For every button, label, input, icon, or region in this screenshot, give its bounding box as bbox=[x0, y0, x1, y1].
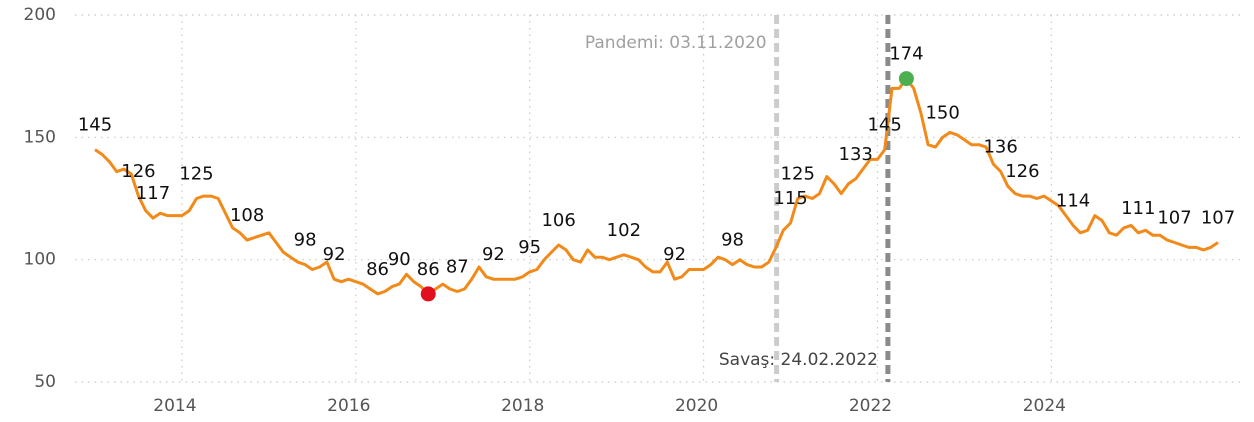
data-label: 95 bbox=[518, 237, 541, 258]
y-tick-label: 50 bbox=[34, 372, 56, 392]
data-label: 125 bbox=[781, 164, 815, 185]
data-label: 86 bbox=[366, 259, 389, 280]
y-tick-label: 100 bbox=[24, 250, 56, 270]
data-label: 90 bbox=[388, 249, 411, 270]
data-label: 133 bbox=[839, 144, 873, 165]
data-label: 87 bbox=[446, 256, 469, 277]
x-tick-label: 2018 bbox=[501, 396, 544, 416]
x-tick-label: 2016 bbox=[327, 396, 370, 416]
data-label: 111 bbox=[1121, 198, 1155, 219]
data-label: 126 bbox=[121, 161, 155, 182]
data-label: 86 bbox=[417, 259, 440, 280]
y-tick-label: 200 bbox=[24, 5, 56, 25]
data-label: 108 bbox=[230, 205, 264, 226]
data-label: 136 bbox=[983, 137, 1017, 158]
data-label: 117 bbox=[136, 183, 170, 204]
x-tick-label: 2024 bbox=[1023, 396, 1066, 416]
data-label: 145 bbox=[867, 115, 901, 136]
x-tick-label: 2014 bbox=[153, 396, 196, 416]
series-line bbox=[94, 77, 1219, 296]
event-label: Pandemi: 03.11.2020 bbox=[585, 33, 767, 53]
event-label: Savaş: 24.02.2022 bbox=[719, 350, 878, 370]
y-tick-label: 150 bbox=[24, 127, 56, 147]
data-label: 98 bbox=[294, 230, 317, 251]
data-label: 114 bbox=[1056, 190, 1090, 211]
data-label: 125 bbox=[179, 164, 213, 185]
min-marker bbox=[420, 286, 436, 302]
data-label: 107 bbox=[1157, 208, 1191, 229]
data-label: 106 bbox=[541, 210, 575, 231]
data-label: 92 bbox=[663, 244, 686, 265]
data-label: 92 bbox=[323, 244, 346, 265]
data-label: 126 bbox=[1005, 161, 1039, 182]
data-label: 115 bbox=[773, 188, 807, 209]
data-label: 92 bbox=[482, 244, 505, 265]
data-label: 102 bbox=[607, 220, 641, 241]
x-tick-label: 2020 bbox=[675, 396, 718, 416]
x-tick-label: 2022 bbox=[849, 396, 892, 416]
data-label: 98 bbox=[721, 230, 744, 251]
data-label: 174 bbox=[889, 44, 923, 65]
data-label: 150 bbox=[925, 102, 959, 123]
data-label: 107 bbox=[1201, 208, 1235, 229]
max-marker bbox=[898, 71, 914, 87]
data-label: 145 bbox=[78, 115, 112, 136]
